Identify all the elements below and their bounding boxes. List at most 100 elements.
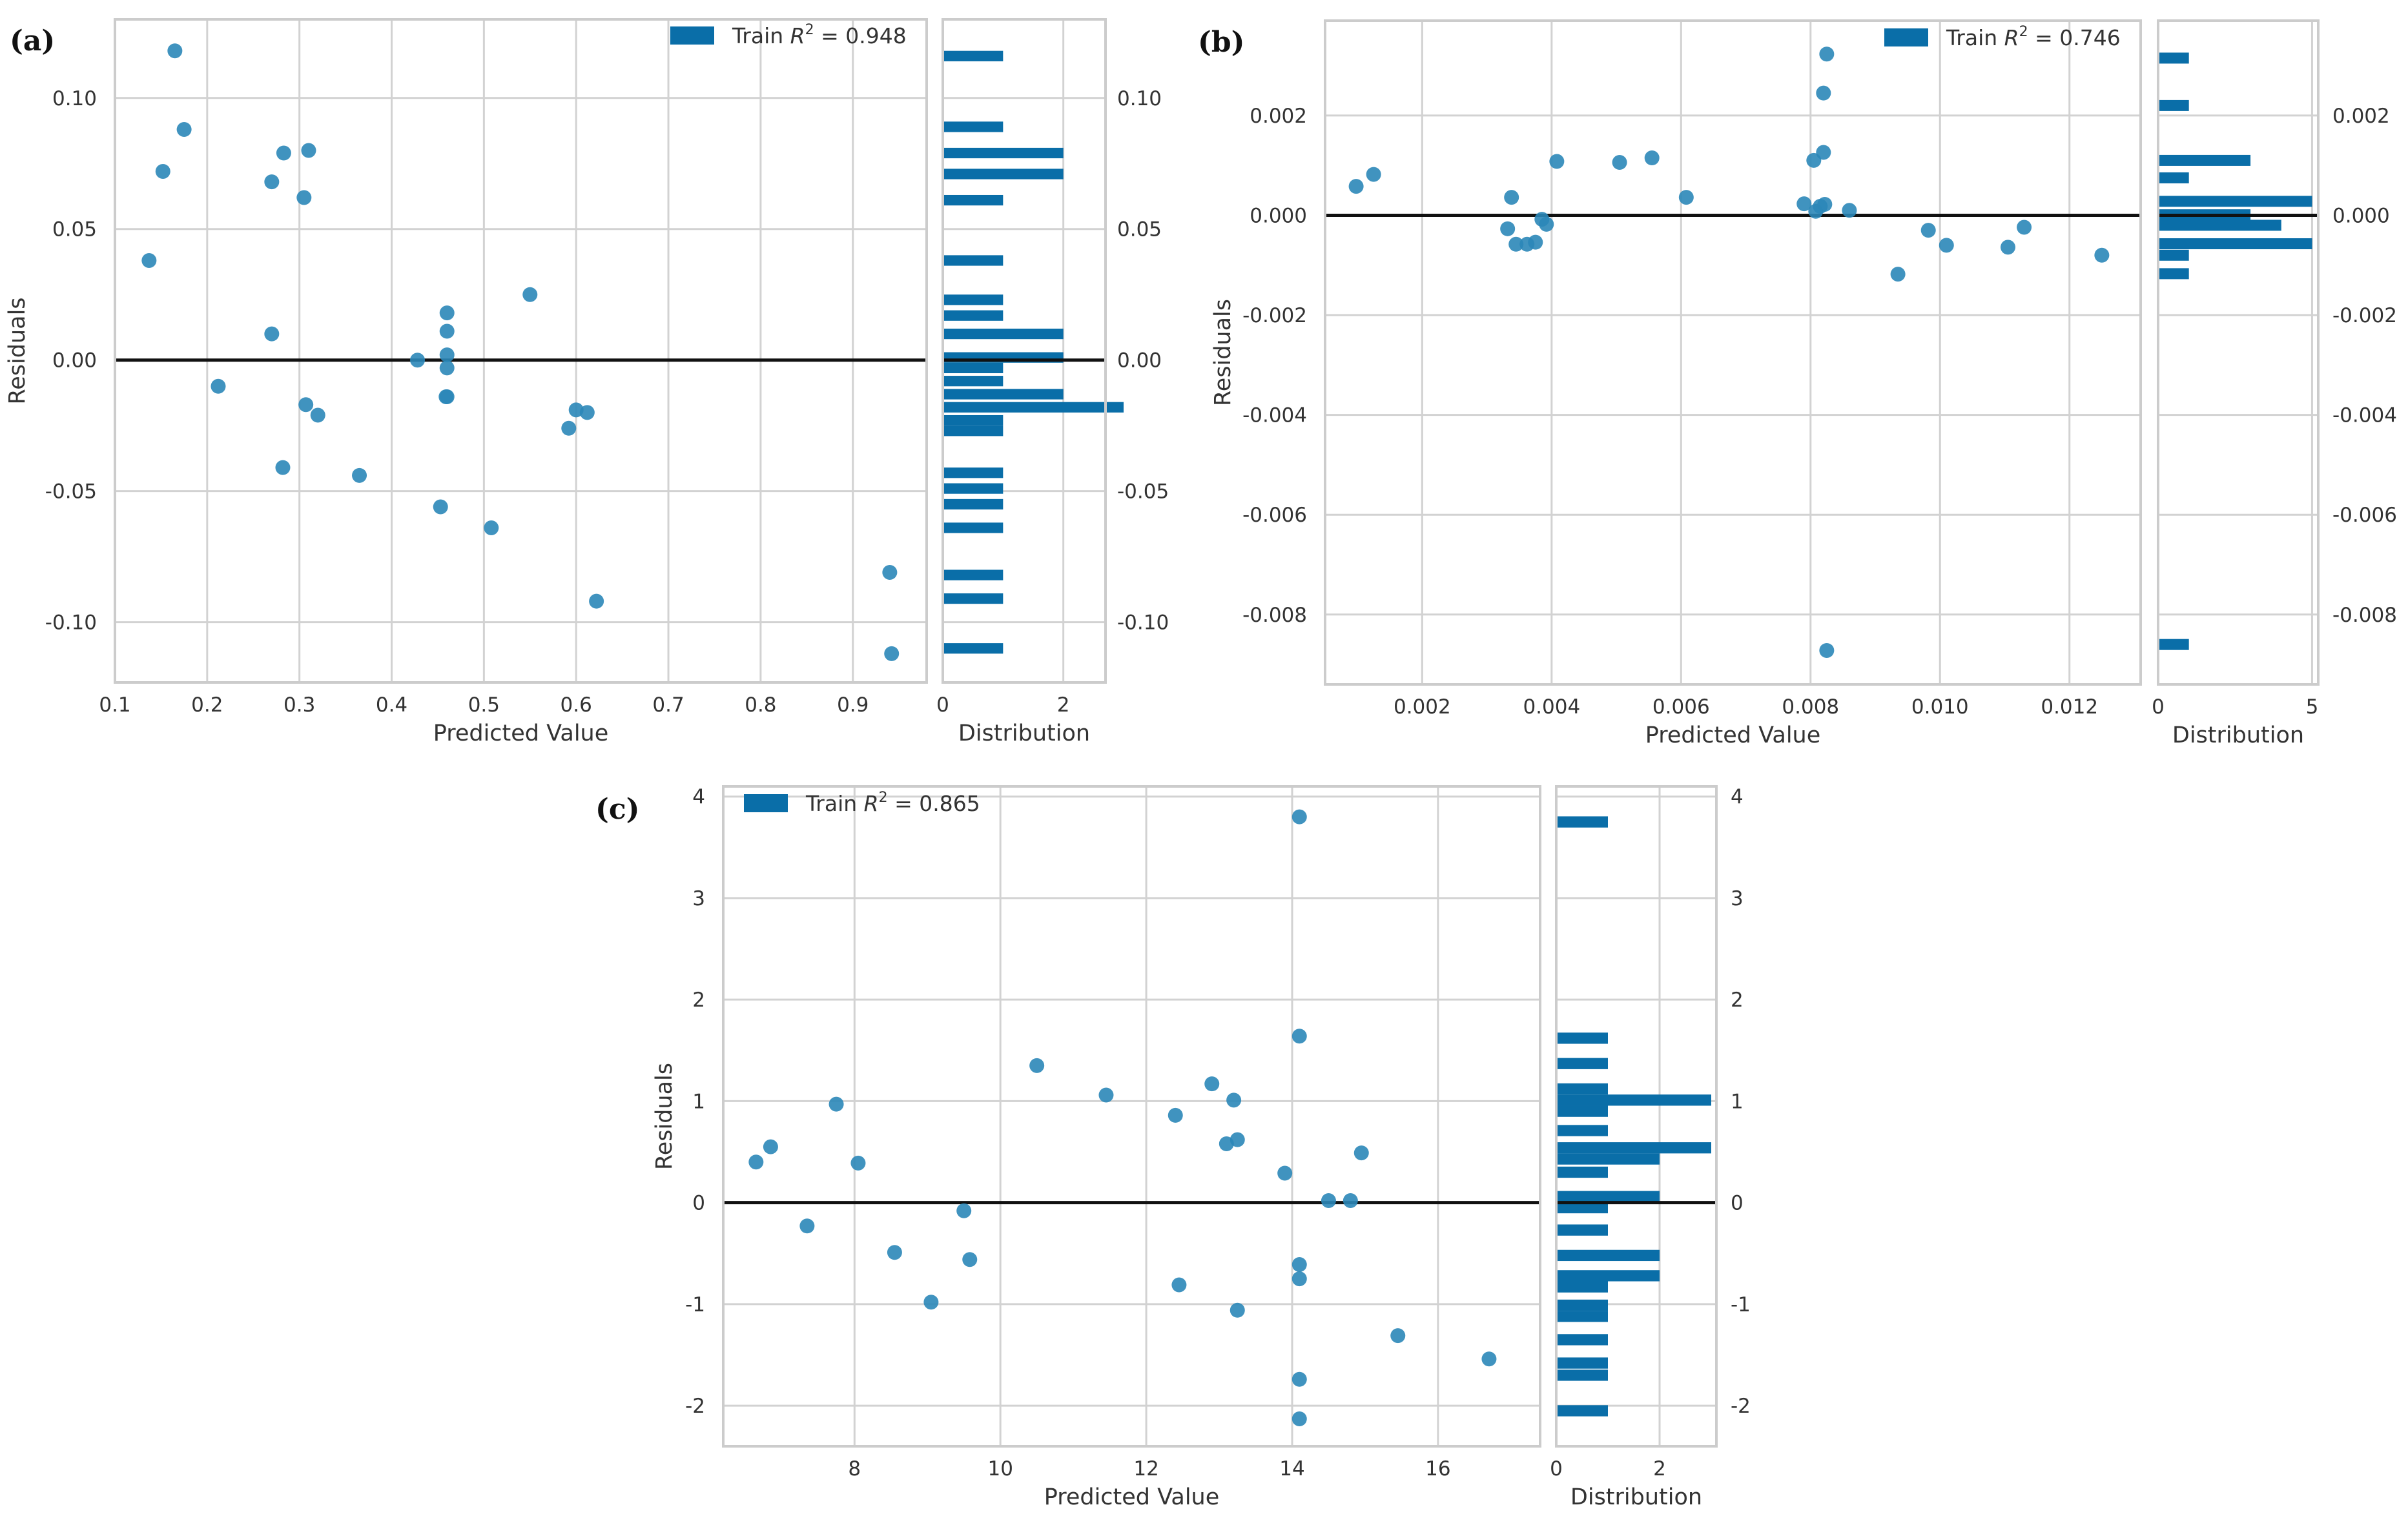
- residual-point: [1226, 1092, 1242, 1108]
- histogram-bar: [1556, 1357, 1608, 1369]
- scatter-series: [748, 809, 1497, 1427]
- right-y-tick-label: 4: [1731, 786, 1744, 809]
- right-y-tick-label: 1: [1731, 1090, 1744, 1113]
- x-tick-label: 16: [1425, 1457, 1450, 1481]
- residual-point: [439, 323, 455, 339]
- main-axes-frame: [114, 18, 928, 684]
- histogram-bar: [943, 255, 1003, 266]
- hist-x-tick-label: 2: [1057, 693, 1070, 717]
- right-y-tick-label: 0.00: [1117, 349, 1162, 373]
- residual-point: [884, 646, 900, 661]
- residual-point: [1321, 1193, 1336, 1209]
- histogram-bar: [1556, 1058, 1608, 1069]
- y-tick-label: -0.002: [1242, 304, 1307, 327]
- residual-point: [310, 407, 325, 423]
- legend-swatch: [670, 26, 714, 45]
- residual-point: [1348, 179, 1364, 194]
- residual-point: [1890, 267, 1906, 282]
- x-tick-label: 0.012: [2041, 695, 2098, 719]
- residual-point: [1343, 1193, 1358, 1209]
- residual-point: [748, 1154, 764, 1170]
- residual-point: [1230, 1302, 1245, 1318]
- histogram-bar: [1556, 1166, 1608, 1178]
- residual-point: [1500, 221, 1516, 236]
- residual-point: [298, 397, 314, 413]
- residual-point: [568, 402, 584, 418]
- residual-point: [1842, 203, 1857, 218]
- histogram-bar: [1556, 1369, 1608, 1381]
- histogram-bar: [1556, 1202, 1608, 1214]
- histogram-bar: [1556, 1281, 1608, 1293]
- histogram-bar: [943, 376, 1003, 387]
- y-tick-label: 4: [692, 786, 705, 809]
- residual-point: [1796, 196, 1812, 212]
- residual-point: [1678, 190, 1694, 205]
- hist-x-tick-label: 2: [1653, 1457, 1666, 1481]
- x-tick-label: 14: [1279, 1457, 1304, 1481]
- histogram-bar: [943, 294, 1003, 305]
- residual-point: [1528, 234, 1543, 250]
- residual-point: [1291, 1271, 1307, 1287]
- histogram-bar: [2158, 52, 2189, 64]
- y-tick-label: -0.004: [1242, 404, 1307, 427]
- legend-label: Train R2 = 0.865: [805, 790, 980, 816]
- x-axis-label: Predicted Value: [1645, 723, 1821, 748]
- x-tick-label: 0.5: [468, 693, 500, 717]
- y-tick-label: 0.00: [52, 349, 97, 373]
- histogram-bar: [943, 50, 1003, 61]
- histogram-bar: [943, 121, 1003, 132]
- residual-point: [167, 43, 183, 59]
- hist-x-tick-label: 0: [1550, 1457, 1563, 1481]
- panel-label: (a): [10, 25, 55, 57]
- panel-label: (b): [1198, 26, 1244, 59]
- residual-point: [1817, 196, 1833, 212]
- hist-axes-frame: [942, 18, 1107, 684]
- residual-point: [1291, 1411, 1307, 1427]
- residual-point: [439, 360, 455, 376]
- hist-x-axis-label: Distribution: [2172, 723, 2304, 748]
- residual-point: [275, 460, 291, 475]
- residual-point: [211, 378, 226, 394]
- legend: Train R2 = 0.948: [670, 22, 907, 48]
- residual-point: [962, 1252, 978, 1267]
- residual-point: [1920, 223, 1936, 238]
- residual-point: [522, 287, 538, 302]
- x-tick-label: 0.2: [191, 693, 223, 717]
- right-y-tick-label: -1: [1731, 1293, 1751, 1317]
- panel-b: 0.002 0.004 0.006 0.008 0.010 0.012 0.002 0.000…: [1198, 19, 2397, 748]
- histogram-bar: [2158, 268, 2189, 280]
- histogram-bar: [2158, 238, 2312, 250]
- y-tick-label: 3: [692, 887, 705, 910]
- x-tick-label: 0.6: [561, 693, 592, 717]
- histogram-bar: [2158, 220, 2281, 231]
- histogram-bar: [943, 194, 1003, 206]
- y-axis-label: Residuals: [1210, 299, 1236, 406]
- histogram-bar: [1556, 1153, 1660, 1165]
- right-y-tick-label: 3: [1731, 887, 1744, 910]
- right-y-tick-label: -0.004: [2332, 404, 2397, 427]
- residual-point: [1390, 1328, 1406, 1344]
- residual-point: [438, 389, 454, 405]
- residual-point: [850, 1155, 866, 1171]
- y-tick-label: 0.002: [1250, 105, 1307, 128]
- histogram-bar: [1556, 1270, 1660, 1282]
- histogram-bar: [943, 498, 1003, 510]
- residual-point: [956, 1203, 972, 1218]
- histogram-bar: [1556, 1105, 1608, 1117]
- residual-point: [1819, 642, 1835, 658]
- histogram-bar: [943, 593, 1003, 604]
- right-y-tick-label: -0.008: [2332, 604, 2397, 627]
- y-tick-label: -0.05: [45, 480, 97, 504]
- histogram-bar: [1556, 1094, 1711, 1106]
- histogram-bar: [1556, 1299, 1608, 1311]
- hist-axes-frame: [1555, 785, 1718, 1448]
- main-axes-frame: [722, 785, 1541, 1448]
- residual-point: [923, 1295, 939, 1310]
- residual-point: [1171, 1277, 1187, 1293]
- residual-point: [1539, 216, 1554, 232]
- y-axis-label: Residuals: [5, 297, 30, 404]
- histogram-bar: [943, 362, 1003, 374]
- histogram-bar: [2158, 172, 2189, 183]
- x-tick-label: 0.1: [99, 693, 130, 717]
- right-y-tick-label: 0.05: [1117, 218, 1162, 241]
